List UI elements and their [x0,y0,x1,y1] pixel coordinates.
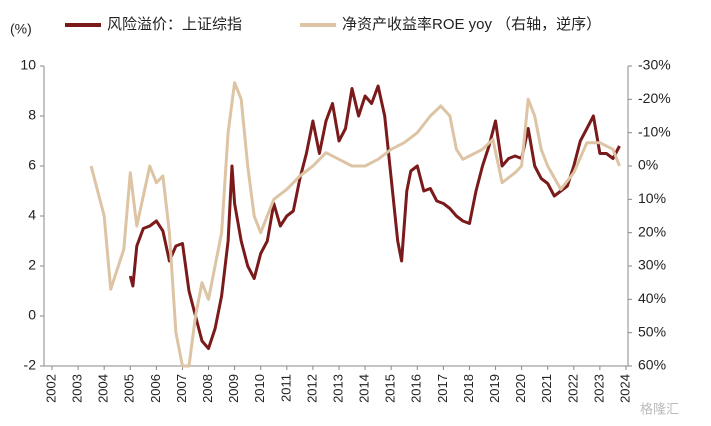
x-tick-label: 2012 [304,374,319,403]
series-line [89,81,621,368]
y-tick-label: -2 [24,357,37,373]
x-tick-label: 2003 [70,374,85,403]
y-tick-label: 10 [20,57,36,73]
x-tick-label: 2002 [43,374,58,403]
y-tick-label: 6 [28,157,36,173]
y-unit-label: (%) [10,21,32,37]
y2-tick-label: 40% [638,290,666,306]
x-tick-label: 2010 [252,374,267,403]
x-tick-label: 2016 [409,374,424,403]
x-tick-label: 2018 [461,374,476,403]
y2-tick-label: 60% [638,357,666,373]
y2-tick-label: 50% [638,323,666,339]
y-tick-label: 2 [28,257,36,273]
x-tick-label: 2019 [487,374,502,403]
x-tick-label: 2024 [617,374,632,403]
legend-label: 风险溢价：上证综指 [107,16,242,33]
y2-tick-label: 10% [638,190,666,206]
x-tick-label: 2013 [330,374,345,403]
x-tick-label: 2017 [435,374,450,403]
x-tick-label: 2022 [565,374,580,403]
y2-tick-label: -30% [638,57,671,73]
y-tick-label: 4 [28,207,36,223]
x-tick-label: 2023 [591,374,606,403]
watermark: 格隆汇 [640,401,679,416]
x-tick-label: 2005 [122,374,137,403]
y-tick-label: 8 [28,107,36,123]
x-tick-label: 2015 [383,374,398,403]
y2-tick-label: -10% [638,123,671,139]
x-tick-label: 2020 [513,374,528,403]
y2-tick-label: 30% [638,257,666,273]
x-tick-label: 2006 [148,374,163,403]
series-line [128,84,621,350]
y-tick-label: 0 [28,307,36,323]
y2-tick-label: -20% [638,90,671,106]
y2-tick-label: 20% [638,223,666,239]
x-tick-label: 2008 [200,374,215,403]
x-tick-label: 2004 [96,374,111,403]
x-tick-label: 2009 [226,374,241,403]
x-tick-label: 2021 [539,374,554,403]
y2-tick-label: 0% [638,157,658,173]
legend-label: 净资产收益率ROE yoy （右轴，逆序） [342,16,601,33]
x-tick-label: 2014 [357,374,372,403]
x-tick-label: 2011 [278,374,293,402]
x-tick-label: 2007 [174,374,189,403]
